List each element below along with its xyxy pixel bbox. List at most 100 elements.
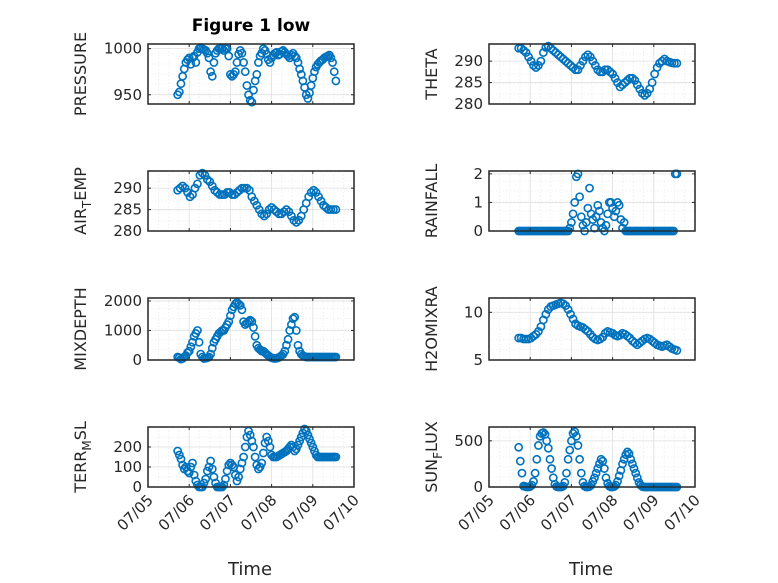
data-point (173, 446, 183, 456)
data-point (225, 311, 235, 321)
data-point (284, 207, 294, 217)
data-point (202, 466, 212, 476)
data-point (326, 53, 336, 63)
data-point (573, 65, 583, 75)
data-point (237, 48, 247, 58)
y-tick-label: 200 (113, 438, 142, 456)
data-point (652, 63, 662, 72)
data-point (583, 50, 593, 60)
axes-frame (147, 297, 355, 361)
data-point (232, 476, 242, 486)
y-axis-label: RAINFALL (422, 164, 441, 239)
y-axis-label-main: SUN (422, 459, 441, 493)
y-axis-label-main: H2OMIXRA (422, 286, 441, 372)
y-axis-label-subscript: M (80, 440, 94, 450)
data-point (242, 183, 252, 193)
data-point (219, 480, 229, 490)
data-point (206, 349, 216, 359)
data-point (626, 454, 636, 464)
data-point (672, 58, 682, 68)
data-point (563, 454, 573, 464)
data-point (205, 177, 215, 187)
subplot-pressure: 950 1000 PRESSURE (71, 32, 355, 116)
data-point (631, 468, 641, 478)
y-axis-label: H2OMIXRA (422, 286, 441, 372)
data-point (514, 442, 524, 452)
data-point (316, 196, 326, 206)
data-point (590, 473, 599, 483)
data-point (239, 452, 248, 462)
data-point (262, 209, 272, 219)
data-point (306, 438, 316, 448)
y-tick-label: 10 (464, 303, 483, 321)
data-point (247, 317, 257, 327)
data-point (237, 305, 247, 315)
subplot-mixdepth: 0 1000 2000 MIXDEPTH (71, 287, 355, 371)
data-point (194, 337, 204, 347)
y-tick-label: 5 (473, 351, 483, 369)
data-point (305, 434, 314, 444)
data-point (565, 445, 575, 455)
data-point (176, 454, 186, 464)
y-axis-label: PRESSURE (71, 32, 90, 116)
data-point (207, 71, 217, 81)
data-point (319, 200, 328, 210)
data-point (295, 436, 305, 446)
data-point (288, 314, 298, 324)
x-tick-label: 07/09 (619, 491, 662, 534)
y-axis-label: TERRMSL (71, 421, 94, 494)
data-point (562, 468, 571, 478)
data-point (573, 441, 583, 450)
data-point (240, 67, 250, 77)
x-tick-label: 07/06 (155, 491, 198, 534)
data-series (514, 298, 682, 355)
data-point (529, 477, 538, 486)
data-point (247, 97, 257, 107)
data-point (538, 48, 548, 57)
data-point (599, 464, 609, 473)
y-axis-label-main: TERR (71, 451, 90, 494)
data-point (247, 436, 257, 446)
x-tick-label: 07/07 (196, 491, 239, 534)
data-point (553, 50, 563, 60)
data-point (202, 48, 212, 58)
subplot-theta: 280 285 290 THETA (422, 41, 696, 113)
data-point (257, 209, 267, 219)
data-point (235, 464, 245, 474)
data-point (240, 442, 250, 452)
data-point (613, 477, 622, 486)
data-point (250, 452, 260, 462)
data-point (244, 90, 253, 100)
data-point (543, 443, 553, 453)
data-point (576, 468, 586, 478)
data-point (202, 175, 212, 184)
data-point (217, 44, 227, 54)
y-axis-label-main: THETA (422, 48, 441, 100)
data-point (252, 70, 262, 79)
data-point (556, 52, 566, 62)
data-point (293, 340, 303, 350)
data-point (221, 474, 230, 484)
data-point (206, 456, 216, 466)
data-point (637, 88, 647, 98)
y-tick-label: 1000 (104, 40, 142, 58)
data-point (627, 73, 637, 83)
data-point (267, 203, 276, 212)
data-point (563, 305, 573, 314)
data-point (250, 331, 260, 341)
data-point (186, 462, 196, 472)
data-point (615, 82, 625, 92)
data-point (603, 65, 613, 75)
data-point (184, 468, 194, 478)
y-tick-label: 1000 (104, 321, 142, 339)
data-point (536, 56, 546, 66)
data-point (183, 188, 192, 197)
axes-frame (488, 43, 696, 105)
data-point (529, 61, 538, 70)
y-tick-label: 2000 (104, 292, 142, 310)
data-point (558, 54, 568, 64)
y-axis-label-subscript: F (431, 452, 445, 459)
y-axis-label-main: PRESSURE (71, 32, 90, 116)
axes-frame (147, 43, 355, 105)
data-point (329, 67, 339, 77)
